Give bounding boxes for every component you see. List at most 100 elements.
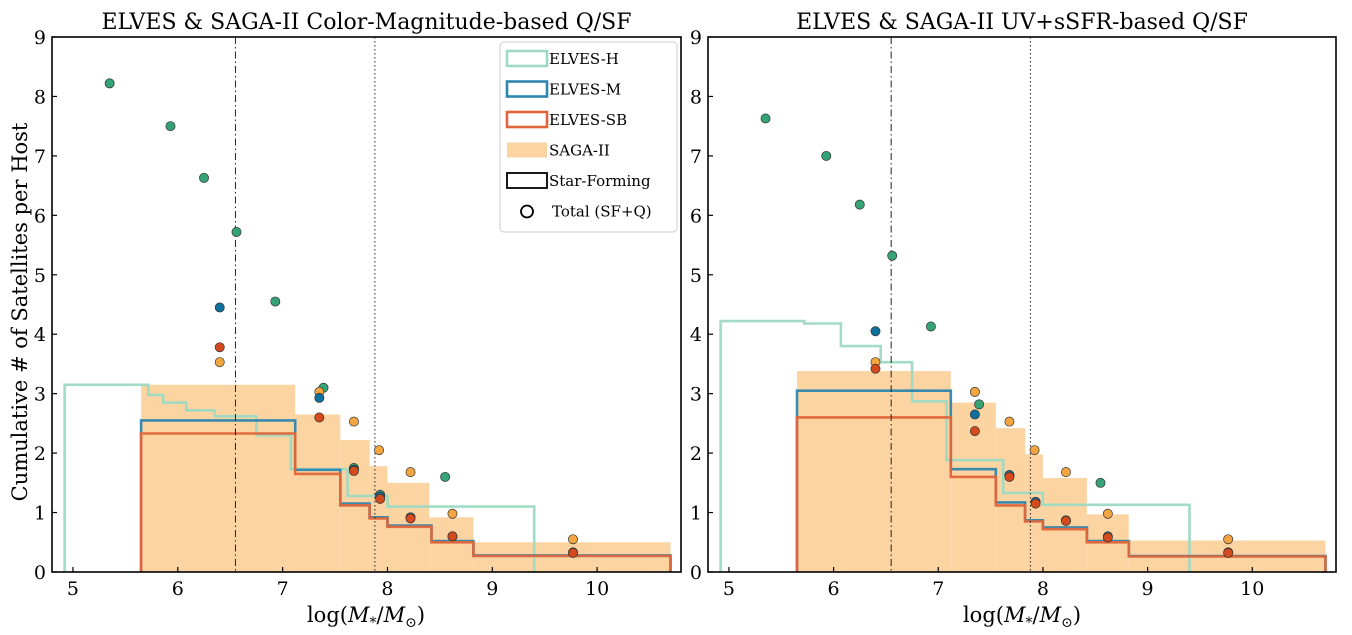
step-line-elves-sb [795, 416, 1327, 572]
legend-label-elves-sb: ELVES-SB [549, 111, 627, 129]
x-tick-label: 7 [277, 578, 289, 600]
total-point-saga [447, 508, 458, 519]
legend: ELVES-H ELVES-M ELVES-SB SAGA-II Star-Formin… [499, 41, 678, 233]
total-point-h [821, 150, 832, 161]
x-tick-label: 9 [1142, 578, 1154, 600]
total-point-saga [1061, 467, 1071, 478]
x-tick-label: 5 [67, 578, 79, 600]
total-point-sb [1061, 515, 1071, 526]
total-point-saga [1029, 445, 1040, 456]
x-axis-title-m: M [347, 603, 370, 627]
total-point-sb [969, 426, 980, 437]
x-axis-title-sub-sun: ⊙ [1061, 615, 1073, 631]
x-axis-title-m: M [1003, 603, 1026, 627]
y-tick-label: 8 [690, 86, 702, 108]
x-tick-label: 6 [172, 578, 184, 600]
saga-sf-bar [141, 384, 296, 572]
saga-sf-bar [1025, 454, 1043, 572]
total-point-saga [969, 386, 980, 397]
x-tick-label: 10 [1240, 578, 1264, 600]
legend-item: ELVES-H [505, 49, 619, 68]
x-axis-title-sub-star: * [369, 615, 376, 631]
y-tick-label: 1 [690, 503, 702, 525]
total-point-h [854, 199, 865, 210]
y-tick-label: 4 [34, 324, 46, 346]
x-axis-title-close: ) [1073, 603, 1081, 627]
total-point-sb [214, 342, 225, 353]
y-tick-label: 3 [690, 384, 702, 406]
chart-title: ELVES & SAGA-II Color-Magnitude-based Q/… [101, 10, 631, 35]
legend-label-saga: SAGA-II [549, 142, 610, 160]
x-axis-title-sub-sun: ⊙ [405, 615, 417, 631]
legend-swatch-elves-sb [505, 110, 549, 129]
y-tick-label: 7 [34, 146, 46, 168]
total-point-h [231, 227, 242, 237]
legend-swatch-star-forming [506, 172, 548, 189]
total-point-h [925, 321, 936, 332]
total-point-sb [1030, 498, 1041, 509]
total-point-m [870, 326, 881, 337]
x-axis-title-slash: / [1032, 603, 1040, 627]
total-point-saga [568, 534, 578, 545]
total-point-h [760, 113, 771, 124]
x-axis-title-m2: M [1039, 603, 1062, 627]
x-tick-label: 8 [1037, 578, 1049, 600]
y-tick-label: 9 [690, 27, 702, 49]
total-point-sb [1223, 548, 1234, 558]
x-axis-title-log: log( [963, 603, 1004, 627]
axes-frame [51, 36, 682, 573]
total-point-m [314, 392, 325, 403]
x-axis-title-slash: / [376, 603, 384, 627]
x-tick-label: 6 [828, 578, 840, 600]
legend-item: ELVES-M [505, 80, 621, 99]
legend-label-elves-m: ELVES-M [549, 81, 621, 99]
total-point-saga [1223, 534, 1234, 545]
saga-sf-bar [995, 428, 1026, 572]
left-panel: ELVES & SAGA-II Color-Magnitude-based Q/… [34, 10, 682, 600]
y-tick-label: 2 [34, 443, 46, 465]
legend-item: ELVES-SB [505, 110, 627, 129]
step-line-elves-sb [139, 432, 672, 572]
chart-title: ELVES & SAGA-II UV+sSFR-based Q/SF [796, 10, 1248, 35]
total-point-sb [1102, 532, 1113, 543]
total-point-h [974, 399, 985, 410]
legend-label-sf: Star-Forming [549, 172, 651, 190]
axes-frame [707, 36, 1337, 573]
total-point-sb [568, 548, 578, 558]
y-tick-label: 8 [34, 86, 46, 108]
legend-swatch-total [520, 204, 534, 219]
total-point-m [969, 409, 980, 420]
y-tick-label: 1 [34, 503, 46, 525]
x-axis-title-log: log( [307, 603, 348, 627]
x-axis-title-sub-star: * [1025, 615, 1032, 631]
saga-sf-bar [429, 517, 474, 572]
total-point-h [440, 471, 451, 482]
legend-swatch-elves-h [505, 49, 549, 68]
total-point-saga [1004, 416, 1015, 427]
total-point-saga [374, 445, 385, 456]
saga-sf-bar [295, 414, 341, 572]
y-tick-label: 4 [690, 324, 702, 346]
total-point-saga [1102, 508, 1113, 519]
legend-item: SAGA-II [507, 142, 610, 160]
legend-swatch-saga [507, 142, 547, 158]
x-axis-title-left: log(M*/M⊙) [307, 603, 425, 631]
saga-sf-bar [796, 371, 951, 572]
total-point-h [887, 250, 898, 261]
total-point-m [214, 302, 225, 313]
y-tick-label: 6 [34, 205, 46, 227]
right-panel: ELVES & SAGA-II UV+sSFR-based Q/SF 5 6 7 8 9 1… [690, 10, 1337, 600]
y-tick-label: 9 [34, 27, 46, 49]
total-point-h [1095, 477, 1106, 488]
total-point-saga [405, 467, 416, 478]
legend-label-elves-h: ELVES-H [549, 50, 619, 68]
total-point-sb [1004, 471, 1015, 482]
total-point-sb [405, 513, 416, 524]
y-tick-label: 0 [690, 562, 702, 584]
step-line-elves-h [719, 319, 1191, 572]
y-tick-label: 3 [34, 384, 46, 406]
total-point-saga [348, 416, 359, 427]
total-point-saga [214, 357, 225, 368]
